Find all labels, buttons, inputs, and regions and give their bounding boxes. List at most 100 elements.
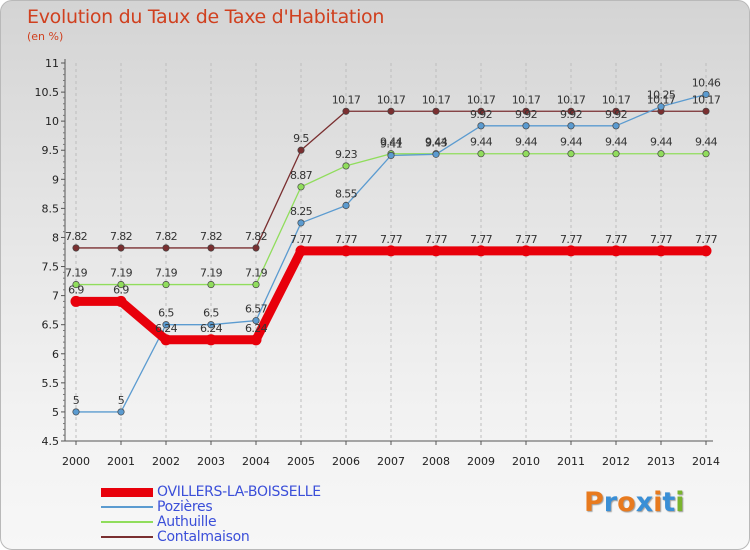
data-label: 7.19	[245, 267, 268, 280]
y-tick-label: 8.5	[42, 202, 60, 215]
y-tick-label: 11	[45, 57, 59, 70]
data-label: 10.17	[647, 93, 676, 106]
data-point	[297, 219, 305, 227]
data-label: 10.17	[377, 93, 406, 106]
data-label: 10.17	[512, 93, 541, 106]
y-tick-label: 6.5	[42, 319, 60, 332]
data-label: 5	[118, 394, 125, 407]
legend-label: Pozières	[157, 499, 213, 515]
x-tick-label: 2000	[62, 455, 90, 468]
data-point	[207, 244, 215, 252]
data-label: 9.44	[470, 136, 493, 149]
data-point	[612, 122, 620, 130]
data-point	[520, 245, 532, 257]
data-label: 9.23	[335, 148, 358, 161]
data-label: 7.77	[380, 233, 403, 246]
data-point	[117, 244, 125, 252]
x-tick-label: 2009	[467, 455, 495, 468]
series-lines	[70, 90, 712, 416]
x-tick-label: 2005	[287, 455, 315, 468]
y-tick-label: 4.5	[42, 435, 60, 448]
data-point	[567, 150, 575, 158]
data-label: 7.77	[650, 233, 673, 246]
y-tick-label: 7	[52, 290, 59, 303]
data-label: 5	[73, 394, 80, 407]
data-label: 9.43	[425, 136, 448, 149]
data-point	[72, 244, 80, 252]
data-point	[655, 245, 667, 257]
data-point	[297, 146, 305, 154]
data-label: 7.77	[695, 233, 718, 246]
data-label: 7.82	[65, 230, 87, 243]
data-label: 7.82	[200, 230, 222, 243]
data-label: 7.77	[560, 233, 583, 246]
data-point	[567, 107, 575, 115]
data-label: 7.77	[335, 233, 358, 246]
data-label: 7.82	[155, 230, 177, 243]
data-label: 10.17	[422, 93, 451, 106]
data-point	[252, 317, 260, 325]
logo-letter: r	[603, 487, 618, 518]
data-label: 9.92	[605, 108, 627, 121]
data-label: 7.77	[605, 233, 628, 246]
data-point	[432, 150, 440, 158]
data-label: 7.82	[110, 230, 132, 243]
data-label: 10.25	[647, 89, 676, 102]
chart-title: Evolution du Taux de Taxe d'Habitation	[27, 6, 385, 28]
x-tick-label: 2012	[602, 455, 630, 468]
legend-label: Authuille	[157, 514, 217, 530]
y-tick-label: 9	[52, 173, 59, 186]
data-label: 9.44	[380, 136, 403, 149]
data-label: 7.19	[110, 267, 133, 280]
data-label: 8.25	[290, 205, 313, 218]
legend-label: OVILLERS-LA-BOISSELLE	[157, 484, 321, 500]
chart-unit-label: (en %)	[27, 30, 64, 43]
data-point	[117, 281, 125, 289]
data-point	[702, 150, 710, 158]
data-point	[702, 107, 710, 115]
data-point	[342, 162, 350, 170]
data-label: 9.92	[560, 108, 582, 121]
data-label: 6.24	[155, 322, 178, 335]
data-label: 9.44	[695, 136, 718, 149]
data-point	[162, 321, 170, 329]
data-label: 10.17	[602, 93, 631, 106]
data-point	[565, 245, 577, 257]
data-label: 6.5	[203, 307, 219, 320]
data-label: 9.44	[605, 136, 628, 149]
data-point	[162, 281, 170, 289]
data-label: 7.19	[155, 267, 178, 280]
data-point	[522, 107, 530, 115]
y-tick-label: 5.5	[42, 377, 60, 390]
data-point	[567, 122, 575, 130]
data-label: 9.44	[425, 136, 448, 149]
legend-swatch	[101, 536, 153, 538]
data-point	[477, 150, 485, 158]
x-tick-label: 2008	[422, 455, 450, 468]
data-point	[702, 90, 710, 98]
data-label: 7.77	[290, 233, 313, 246]
data-label: 9.92	[470, 108, 492, 121]
data-point	[612, 150, 620, 158]
data-label: 6.24	[200, 322, 223, 335]
data-labels: 7.82 7.82 7.82 7.82 7.829.510.17 10.17 10.17 10…	[65, 76, 721, 407]
data-point	[387, 107, 395, 115]
data-point	[385, 245, 397, 257]
logo-letter: t	[662, 487, 676, 518]
y-tick-label: 7.5	[42, 261, 60, 274]
x-tick-label: 2014	[692, 455, 720, 468]
data-point	[72, 281, 80, 289]
data-point	[657, 103, 665, 111]
x-tick-label: 2002	[152, 455, 180, 468]
data-label: 7.82	[245, 230, 267, 243]
x-tick-label: 2006	[332, 455, 360, 468]
data-label: 6.9	[113, 283, 129, 296]
data-point	[612, 107, 620, 115]
data-point	[522, 150, 530, 158]
data-point	[342, 107, 350, 115]
data-point	[610, 245, 622, 257]
data-point	[477, 107, 485, 115]
y-tick-label: 9.5	[42, 144, 60, 157]
